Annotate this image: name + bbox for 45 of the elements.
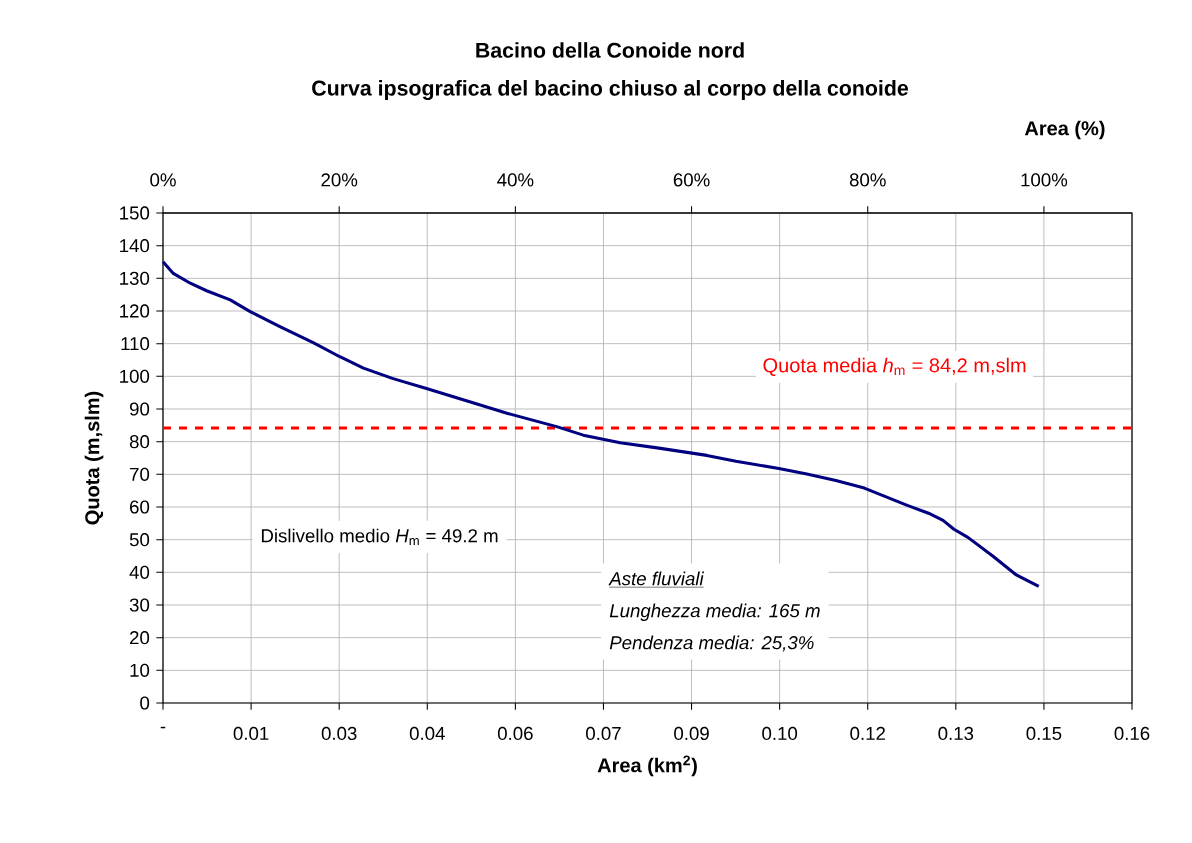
x-tick-label: 0.12 [850,726,885,741]
x-tick-label: 0.09 [674,726,709,741]
y-tick-label: 150 [120,206,150,220]
x-tick-label: 0.16 [1114,726,1150,741]
x2-tick-label: 100% [1021,173,1068,187]
x-axis-title: Area (km$^{2}$) [597,755,697,777]
x2-tick-label: 40% [497,173,534,187]
x-tick-label: 0.15 [1026,726,1062,741]
ref-line-label: Quota media h$_{m}$ = 84,2 m,slm [763,357,1026,376]
x-tick-label: - [160,726,166,729]
x2-tick-label: 20% [321,173,358,187]
y-tick-label: 0 [140,696,150,710]
annotation: Pendenza media: 25,3% [609,635,814,652]
annotation: Dislivello medio H$_{m}$ = 49.2 m [261,528,498,546]
y-tick-label: 140 [120,239,150,253]
y-tick-label: 130 [120,271,150,285]
x2-tick-label: 0% [150,173,176,187]
y-tick-label: 10 [130,663,150,677]
y-tick-label: 70 [130,467,150,481]
y-tick-label: 120 [120,304,150,318]
annotation: Lunghezza media: 165 m [609,603,820,622]
y-tick-label: 30 [129,598,150,612]
x2-tick-label: 80% [849,173,886,187]
line-series [161,260,1041,588]
chart-title: Bacino della Conoide nord [476,42,744,58]
y-axis-title: Quota (m,slm) [84,391,104,525]
y-tick-label: 90 [129,402,150,416]
y-tick-label: 80 [129,435,150,449]
x2-tick-label: 60% [673,173,710,187]
x-tick-label: 0.10 [762,726,798,741]
x-tick-label: 0.04 [409,726,445,741]
y-tick-label: 110 [121,337,150,351]
annotation: Aste fluviali [608,571,705,586]
x-tick-label: 0.06 [497,726,533,741]
y-tick-label: 100 [120,369,150,383]
x2-axis-title: Area (%) [1024,120,1105,140]
x-tick-label: 0.03 [321,726,357,741]
x-tick-label: 0.01 [233,726,269,741]
y-tick-label: 50 [129,533,150,547]
chart-subtitle: Curva ipsografica del bacino chiuso al corpo della conoide [312,80,909,100]
y-tick-label: 40 [129,565,150,579]
y-tick-label: 60 [130,500,150,514]
x-tick-label: 0.13 [938,726,974,741]
y-tick-label: 20 [130,631,150,645]
x-tick-label: 0.07 [586,726,621,741]
